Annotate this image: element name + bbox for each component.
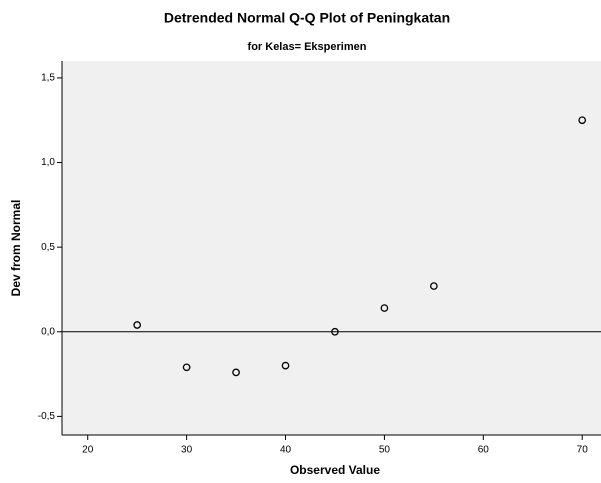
x-axis-label: Observed Value <box>290 463 380 477</box>
x-tick-label: 70 <box>577 445 589 456</box>
y-tick-label: 0,0 <box>41 326 55 337</box>
point <box>182 363 191 372</box>
point <box>281 361 290 370</box>
plot-area <box>62 61 601 435</box>
chart-subtitle: for Kelas= Eksperimen <box>248 41 367 53</box>
y-tick-label: 1,5 <box>41 73 55 84</box>
y-tick-label: -0,5 <box>38 411 56 422</box>
x-tick-label: 40 <box>280 445 292 456</box>
point <box>430 282 438 290</box>
point <box>133 321 142 329</box>
x-tick-label: 50 <box>379 445 391 456</box>
point <box>380 304 389 312</box>
y-tick-label: 1,0 <box>41 157 55 168</box>
point <box>578 116 587 125</box>
x-tick-label: 60 <box>478 445 490 456</box>
y-axis-label: Dev from Normal <box>9 200 23 297</box>
x-tick-label: 30 <box>181 445 193 456</box>
y-tick-label: 0,5 <box>41 242 55 253</box>
x-tick-label: 20 <box>82 445 94 456</box>
point <box>232 368 240 377</box>
point <box>331 327 339 336</box>
chart-title: Detrended Normal Q-Q Plot of Peningkatan <box>164 10 450 26</box>
